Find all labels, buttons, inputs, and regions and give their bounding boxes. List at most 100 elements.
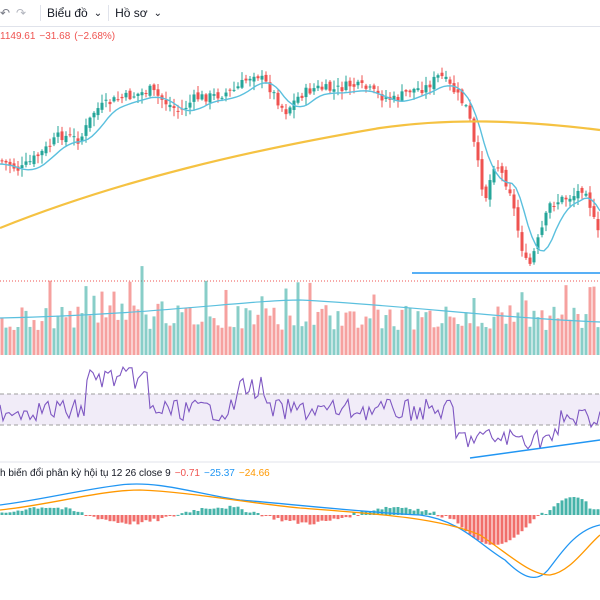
macd-histogram-bar [588,508,592,515]
volume-bar [280,329,284,355]
price-candle [484,186,488,199]
price-candle [488,180,492,200]
price-candle [52,137,56,145]
volume-bar [356,327,360,355]
price-candle [524,252,528,258]
volume-bar [156,303,160,355]
volume-bar [528,326,532,355]
volume-bar [200,321,204,355]
chart-canvas[interactable] [0,26,600,600]
volume-bar [488,328,492,355]
macd-histogram-bar [556,503,560,515]
price-candle [428,84,432,88]
price-candle [392,95,396,100]
price-candle [404,90,408,92]
price-candle [312,88,316,92]
change-percent: (−2.68%) [74,31,116,42]
macd-histogram-bar [312,515,316,525]
price-candle [16,166,20,171]
macd-histogram-bar [252,511,256,515]
volume-bar [476,326,480,355]
price-candle [320,86,324,90]
volume-bar [12,329,16,355]
macd-histogram-bar [52,507,56,515]
volume-bar [268,315,272,355]
macd-histogram-bar [248,512,252,515]
chart-menu-button[interactable]: Biểu đồ ⌄ [47,0,102,26]
macd-histogram-bar [500,515,504,544]
price-candle [132,96,136,98]
macd-histogram-bar [388,508,392,515]
macd-histogram-bar [560,500,564,515]
price-candle [456,89,460,93]
price-candle [96,108,100,116]
macd-histogram-bar [564,498,568,515]
volume-bar [16,327,20,355]
rsi-line [0,366,600,450]
price-candle [460,89,464,104]
macd-histogram-bar [260,515,264,517]
macd-histogram-bar [288,515,292,521]
macd-histogram-bar [108,515,112,522]
macd-histogram-bar [168,515,172,516]
volume-bar [128,281,132,355]
volume-bar [312,324,316,355]
macd-histogram-bar [56,507,60,515]
macd-histogram-bar [540,512,544,515]
volume-bar [424,312,428,355]
volume-bar [408,307,412,355]
volume-bar [108,305,112,355]
volume-bar [548,315,552,355]
volume-bar [36,329,40,355]
price-candle [0,160,4,162]
volume-bar [160,301,164,355]
volume-bar [404,305,408,355]
volume-bar [416,311,420,355]
macd-histogram-bar [456,515,460,524]
price-candle [236,86,240,89]
volume-bar [68,310,72,355]
macd-histogram-bar [452,515,456,520]
undo-button[interactable]: ↶ [0,0,14,26]
volume-bar [188,307,192,355]
macd-histogram-bar [524,515,528,528]
price-candle [432,76,436,90]
price-candle [80,136,84,141]
macd-histogram-bar [244,512,248,515]
price-candle [4,160,8,163]
volume-bar [136,309,140,355]
price-candle [288,107,292,114]
volume-bar [8,326,12,355]
price-candle [152,84,156,91]
price-candle [348,80,352,87]
macd-histogram-bar [476,515,480,541]
volume-bar [236,306,240,355]
price-candle [264,74,268,82]
macd-histogram-bar [44,507,48,515]
volume-bar [288,315,292,355]
price-candle [560,196,564,203]
price-candle [120,96,124,99]
profile-menu-button[interactable]: Hồ sơ ⌄ [115,0,162,26]
macd-histogram-bar [512,515,516,538]
volume-bar [4,327,8,355]
macd-histogram-bar [36,508,40,515]
volume-bar [96,322,100,355]
macd-histogram-bar [300,515,304,523]
redo-button[interactable]: ↷ [16,0,34,26]
volume-bar [92,295,96,355]
price-candle [512,194,516,209]
chevron-down-icon: ⌄ [153,7,163,19]
macd-histogram-bar [460,515,464,528]
volume-bar [232,327,236,355]
volume-bar [300,326,304,355]
macd-histogram-bar [308,515,312,525]
price-candle [504,169,508,187]
price-candle [452,83,456,93]
macd-histogram-bar [592,509,596,515]
macd-histogram-bar [148,515,152,522]
volume-bar [56,315,60,355]
price-candle [400,91,404,101]
macd-histogram-bar [232,507,236,515]
volume-bar [144,314,148,355]
